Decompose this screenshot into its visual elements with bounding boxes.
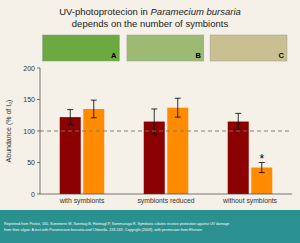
y-tick-label: 0	[31, 191, 35, 198]
image-placeholder	[210, 35, 287, 61]
error-bar	[67, 110, 73, 125]
error-cap	[175, 98, 181, 99]
footer-line: Reprinted from Protist, 160, Summerer M,…	[4, 222, 229, 226]
y-tick-label: 100	[23, 128, 35, 135]
y-axis	[40, 68, 41, 194]
error-cap	[151, 134, 157, 135]
reference-line	[40, 131, 292, 132]
y-tick	[37, 162, 40, 163]
y-tick	[37, 99, 40, 100]
image-placeholder	[127, 35, 204, 61]
bar	[83, 109, 104, 194]
background	[0, 0, 300, 243]
title-part: UV-photoprotecion in	[59, 6, 150, 17]
plot-area	[40, 98, 292, 194]
image-label: C	[279, 51, 285, 60]
error-stem	[154, 109, 155, 134]
error-bar	[235, 113, 241, 129]
x-tick-label: symbionts reduced	[137, 197, 194, 205]
y-axis-label: Abundance (% of I₀)	[5, 100, 13, 163]
x-tick-label: with symbionts	[59, 197, 105, 205]
x-axis	[40, 194, 292, 195]
error-stem	[70, 110, 71, 125]
error-cap	[235, 113, 241, 114]
chart: UV-photoprotecion in Paramecium bursaria…	[0, 0, 300, 243]
image-label: A	[111, 51, 117, 60]
bar	[167, 108, 188, 194]
error-cap	[175, 117, 181, 118]
y-tick-label: 50	[27, 159, 35, 166]
bar	[228, 122, 249, 194]
error-bar	[151, 109, 157, 134]
annotation: *	[259, 152, 264, 166]
error-cap	[151, 108, 157, 109]
bar	[60, 117, 81, 194]
y-tick-label: 150	[23, 96, 35, 103]
subtitle: depends on the number of symbionts	[72, 18, 229, 29]
error-bar	[175, 98, 181, 117]
error-bar	[91, 100, 97, 118]
y-tick	[37, 131, 40, 132]
error-cap	[91, 117, 97, 118]
title-italic: Paramecium bursaria	[151, 6, 241, 17]
footer-line: from their algae: A test with Paramecium…	[4, 228, 203, 232]
x-tick-label: without symbionts	[222, 197, 278, 205]
error-cap	[67, 109, 73, 110]
error-cap	[259, 172, 265, 173]
image-label: B	[195, 51, 201, 60]
error-stem	[93, 100, 94, 118]
error-stem	[238, 113, 239, 129]
footer-text: Reprinted from Protist, 160, Summerer M,…	[4, 222, 229, 232]
error-cap	[235, 129, 241, 130]
title: UV-photoprotecion in Paramecium bursaria	[59, 6, 241, 17]
footer-background	[0, 210, 300, 243]
error-cap	[67, 124, 73, 125]
error-cap	[91, 100, 97, 101]
image-placeholder	[43, 35, 120, 61]
y-tick	[37, 194, 40, 195]
y-tick-label: 200	[23, 65, 35, 72]
error-stem	[177, 98, 178, 117]
y-tick	[37, 68, 40, 69]
